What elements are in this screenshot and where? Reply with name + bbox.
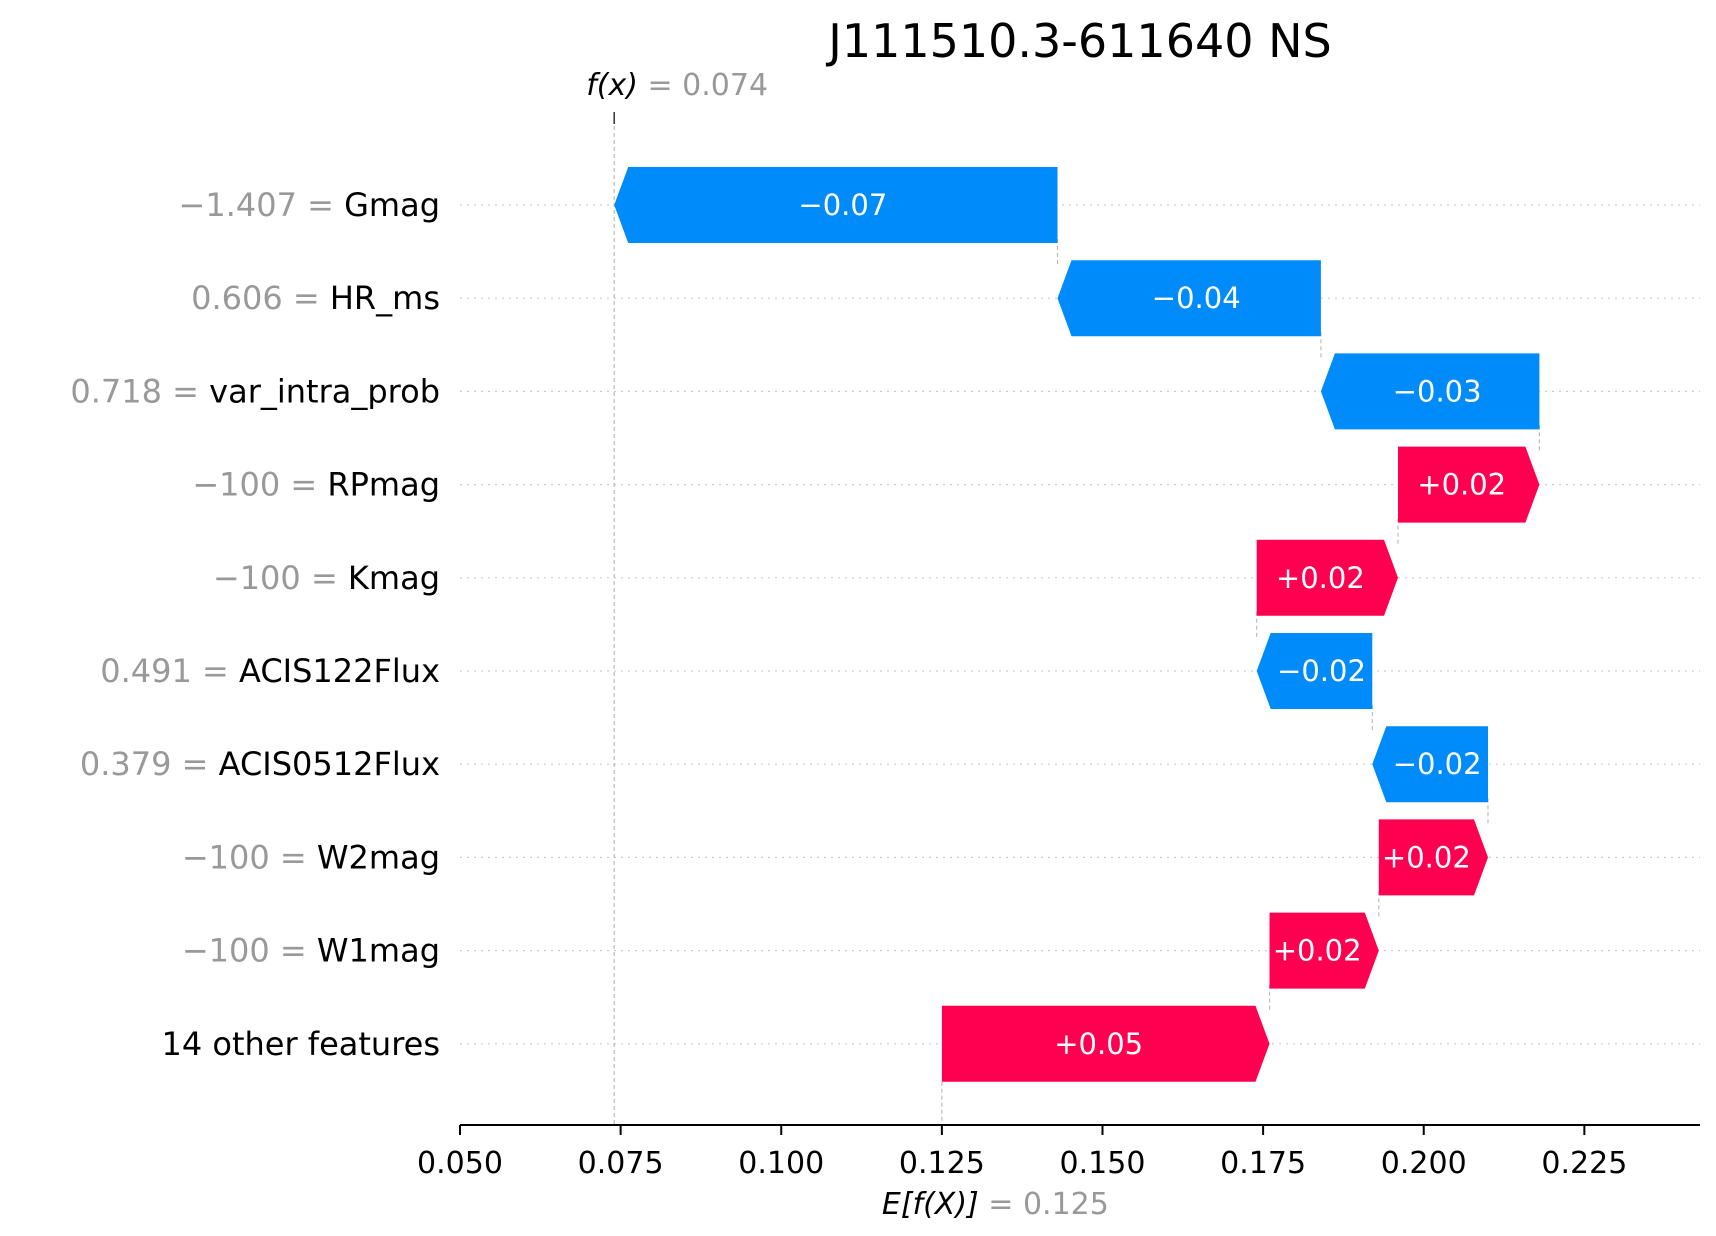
feature-name: Kmag [348,559,440,597]
equals-sign: = [192,652,239,690]
feature-label: 0.718 = var_intra_prob [70,372,440,410]
contribution-bar [1269,912,1379,989]
feature-value: 0.718 [70,372,162,410]
feature-name: ACIS122Flux [239,652,440,690]
contribution-label: −0.07 [798,188,887,222]
fx-value: 0.074 [682,68,768,103]
fx-annotation: f(x) = 0.074 [586,68,768,103]
feature-value: 0.606 [191,279,283,317]
base-name: E[f(X)] [882,1187,979,1222]
contribution-bar [1057,260,1321,337]
feature-value: −100 [213,559,301,597]
feature-name: HR_ms [330,279,440,317]
feature-label: −100 = RPmag [192,466,440,504]
contribution-bar [1320,353,1540,430]
contribution-label: +0.05 [1054,1027,1143,1061]
equals-sign: = [283,279,330,317]
feature-label: 0.491 = ACIS122Flux [100,652,440,690]
contribution-bar [941,1005,1270,1082]
x-tick-label: 0.100 [738,1146,824,1181]
feature-label: −100 = Kmag [213,559,440,597]
equals-sign: = [280,466,327,504]
x-axis: 0.050 0.075 0.100 0.125 0.150 0.175 0.200 0.225 [417,1124,1700,1181]
x-tick-label: 0.125 [899,1146,985,1181]
feature-value: 0.491 [100,652,192,690]
x-tick-label: 0.175 [1220,1146,1306,1181]
feature-name: W2mag [317,838,440,876]
feature-name: W1mag [317,932,440,970]
feature-label: −1.407 = Gmag [179,186,440,224]
x-tick-label: 0.150 [1060,1146,1146,1181]
equals-sign: = [171,745,218,783]
contribution-label: −0.03 [1393,374,1482,408]
feature-name: 14 other features [161,1025,440,1063]
base-equals: = [979,1187,1023,1222]
feature-value: −100 [182,932,270,970]
contribution-bar [1256,633,1373,709]
contribution-bar [1256,539,1398,616]
contribution-label: +0.02 [1417,468,1506,502]
feature-name: Gmag [344,186,440,224]
feature-value: 0.379 [80,745,172,783]
equals-sign: = [162,372,209,410]
contribution-label: −0.02 [1393,747,1482,781]
base-value: 0.125 [1023,1187,1109,1222]
contribution-bar [1372,726,1488,803]
feature-label: 0.379 = ACIS0512Flux [80,745,440,783]
contribution-label: +0.02 [1273,934,1362,968]
contribution-bar [1398,446,1540,523]
contribution-label: +0.02 [1276,561,1365,595]
feature-name: var_intra_prob [209,372,440,410]
contribution-label: −0.02 [1277,654,1366,688]
equals-sign: = [301,559,348,597]
feature-value: −1.407 [179,186,297,224]
x-tick-label: 0.050 [417,1146,503,1181]
x-tick-label: 0.200 [1381,1146,1467,1181]
feature-value: −100 [192,466,280,504]
contribution-label: +0.02 [1382,840,1471,874]
contribution-bar [614,167,1058,243]
feature-value: −100 [182,838,270,876]
feature-label: −100 = W1mag [182,932,440,970]
feature-name: RPmag [327,466,440,504]
fx-label: f(x) = 0.074 [586,68,768,103]
x-tick-label: 0.225 [1541,1146,1627,1181]
fx-equals: = [638,68,682,103]
base-label: E[f(X)] = 0.125 [882,1187,1109,1222]
feature-label: 0.606 = HR_ms [191,279,440,317]
expected-value-annotation: E[f(X)] = 0.125 [882,1187,1109,1222]
fx-name: f(x) [586,68,638,103]
equals-sign: = [270,838,317,876]
feature-label: −100 = W2mag [182,838,440,876]
contribution-bar [1378,819,1488,896]
feature-labels: −1.407 = Gmag 0.606 = HR_ms 0.718 = var_in… [70,186,440,1063]
equals-sign: = [270,932,317,970]
contribution-label: −0.04 [1152,281,1241,315]
contribution-bars: −0.07 −0.04 −0.03 +0.02 +0.02 −0.02 −0.02 +0.02… [614,167,1540,1082]
chart-title: J111510.3-611640 NS [825,14,1331,68]
reference-lines [613,112,1540,1125]
feature-name: ACIS0512Flux [219,745,440,783]
x-tick-label: 0.075 [578,1146,664,1181]
equals-sign: = [297,186,344,224]
feature-label: 14 other features [161,1025,440,1063]
